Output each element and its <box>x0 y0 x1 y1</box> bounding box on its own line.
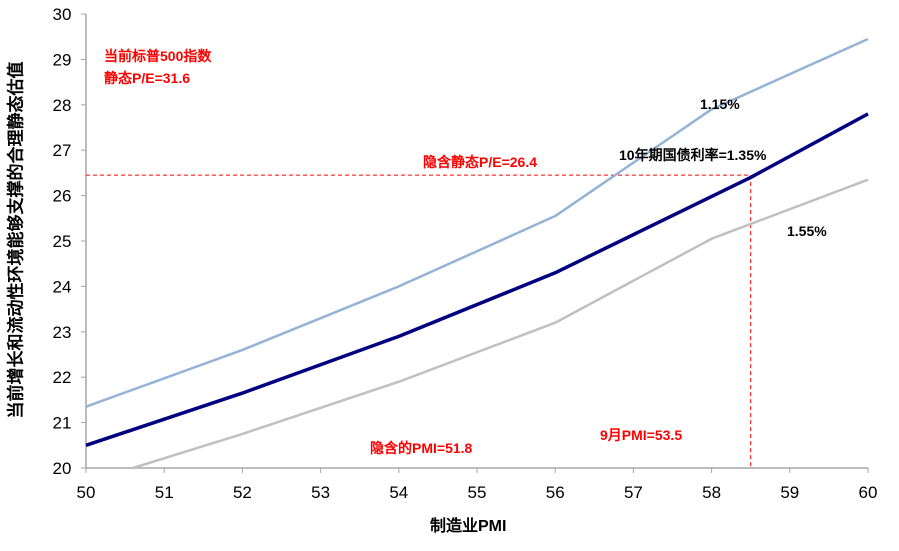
y-tick-label: 23 <box>53 323 72 342</box>
x-tick-label: 56 <box>546 483 565 502</box>
x-tick-label: 51 <box>155 483 174 502</box>
annotation-implied-pmi: 隐含的PMI=51.8 <box>370 440 473 456</box>
y-tick-label: 20 <box>53 459 72 478</box>
annotation-current-pe: 静态P/E=31.6 <box>104 70 190 86</box>
x-tick-label: 58 <box>702 483 721 502</box>
annotation-current-index: 当前标普500指数 <box>104 48 212 64</box>
y-tick-label: 22 <box>53 368 72 387</box>
series-line-2 <box>85 112 869 447</box>
x-tick-label: 59 <box>780 483 799 502</box>
label-series-155: 1.55% <box>787 223 827 239</box>
x-tick-label: 55 <box>468 483 487 502</box>
x-axis-label: 制造业PMI <box>430 518 507 535</box>
x-tick-label: 60 <box>859 483 878 502</box>
x-tick-label: 53 <box>311 483 330 502</box>
x-tick-label: 54 <box>389 483 408 502</box>
x-tick-label: 57 <box>624 483 643 502</box>
annotation-sep-pmi: 9月PMI=53.5 <box>600 427 683 443</box>
y-tick-label: 21 <box>53 414 72 433</box>
y-tick-label: 24 <box>53 277 72 296</box>
label-series-115: 1.15% <box>700 96 740 112</box>
x-tick-label: 50 <box>77 483 96 502</box>
y-tick-label: 30 <box>53 5 72 24</box>
series-line-1 <box>85 37 869 408</box>
x-tick-label: 52 <box>233 483 252 502</box>
y-tick-label: 26 <box>53 187 72 206</box>
y-tick-label: 27 <box>53 141 72 160</box>
y-tick-label: 25 <box>53 232 72 251</box>
y-tick-label: 28 <box>53 96 72 115</box>
annotation-implied-pe: 隐含静态P/E=26.4 <box>423 154 537 170</box>
y-tick-label: 29 <box>53 50 72 69</box>
series-line-3 <box>132 178 869 470</box>
label-series-135: 10年期国债利率=1.35% <box>619 147 767 163</box>
y-axis-label: 当前增长和流动性环境能够支撑的合理静态估值 <box>6 61 27 419</box>
